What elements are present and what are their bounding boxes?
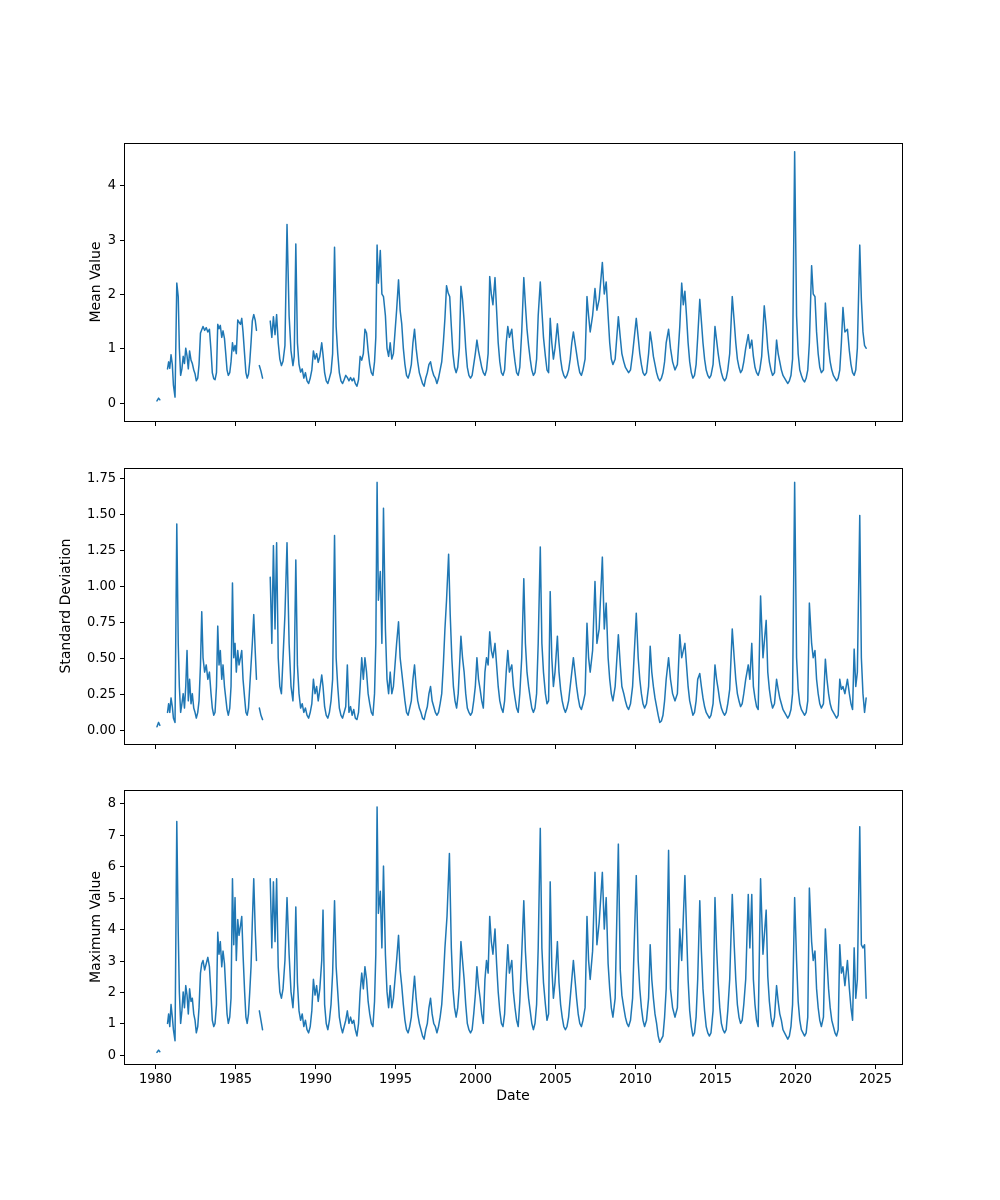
y-tick-label-maximum-value: 1 [107,1015,116,1031]
y-tick-label-maximum-value: 7 [107,827,116,843]
x-tick-label: 1980 [138,1072,173,1087]
x-tick-label: 2005 [538,1072,573,1087]
x-tick-label: 2025 [858,1072,893,1087]
y-tick-label-standard-deviation: 1.25 [87,542,116,558]
y-tick-label-standard-deviation: 1.75 [87,470,116,486]
y-tick-label-mean-value: 2 [107,286,116,302]
y-tick-label-mean-value: 0 [107,395,116,411]
y-axis-label-mean: Mean Value [88,241,104,323]
x-tick-label: 1990 [298,1072,333,1087]
x-tick-label: 1985 [218,1072,253,1087]
series-line-maximum-value [156,806,867,1054]
axes-box-standard-deviation [124,468,903,745]
y-tick-label-maximum-value: 2 [107,984,116,1000]
x-axis-label: Date [496,1088,530,1104]
y-tick-label-maximum-value: 0 [107,1047,116,1063]
series-line-mean-value [156,150,867,402]
y-tick-label-mean-value: 1 [107,340,116,356]
y-tick-label-standard-deviation: 0.00 [87,722,116,738]
y-tick-label-standard-deviation: 0.75 [87,614,116,630]
y-tick-label-maximum-value: 3 [107,953,116,969]
x-tick-label: 2010 [618,1072,653,1087]
y-tick-label-maximum-value: 6 [107,858,116,874]
y-tick-label-mean-value: 4 [107,177,116,193]
series-line-standard-deviation [156,481,867,728]
y-tick-label-standard-deviation: 1.50 [87,506,116,522]
y-tick-label-maximum-value: 5 [107,890,116,906]
x-tick-label: 2000 [458,1072,493,1087]
y-tick-label-standard-deviation: 0.50 [87,650,116,666]
y-tick-label-standard-deviation: 1.00 [87,578,116,594]
x-tick-label: 2020 [778,1072,813,1087]
axes-box-mean-value [124,143,903,422]
x-tick-label: 1995 [378,1072,413,1087]
y-tick-label-maximum-value: 8 [107,795,116,811]
axes-box-maximum-value [124,790,903,1065]
y-tick-label-maximum-value: 4 [107,921,116,937]
y-tick-label-mean-value: 3 [107,232,116,248]
x-tick-label: 2015 [698,1072,733,1087]
y-tick-label-standard-deviation: 0.25 [87,686,116,702]
